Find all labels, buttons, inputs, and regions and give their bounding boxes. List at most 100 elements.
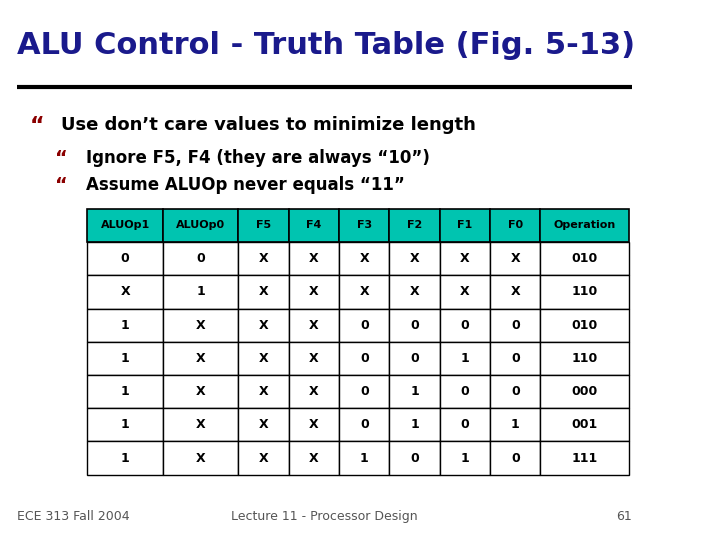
Bar	[289, 275, 339, 308]
Text: 111: 111	[572, 451, 598, 464]
Bar	[541, 442, 629, 475]
Bar	[238, 308, 289, 342]
Text: 0: 0	[410, 451, 419, 464]
Bar	[541, 308, 629, 342]
Bar	[440, 342, 490, 375]
Text: X: X	[196, 451, 205, 464]
Text: Lecture 11 - Processor Design: Lecture 11 - Processor Design	[231, 510, 418, 523]
Bar	[390, 275, 440, 308]
Text: 0: 0	[360, 385, 369, 398]
Bar	[390, 375, 440, 408]
Bar	[490, 275, 541, 308]
Text: 110: 110	[572, 352, 598, 365]
Text: 1: 1	[121, 319, 130, 332]
Text: 1: 1	[511, 418, 520, 431]
Bar	[390, 408, 440, 442]
Bar	[490, 242, 541, 275]
Text: X: X	[196, 385, 205, 398]
Bar	[339, 442, 390, 475]
Text: X: X	[460, 252, 469, 265]
Text: X: X	[309, 385, 319, 398]
Text: F2: F2	[407, 220, 422, 231]
Text: Ignore F5, F4 (they are always “10”): Ignore F5, F4 (they are always “10”)	[86, 149, 430, 167]
Text: X: X	[359, 252, 369, 265]
Bar	[440, 209, 490, 242]
Bar	[289, 442, 339, 475]
Bar	[440, 442, 490, 475]
Text: X: X	[258, 418, 269, 431]
Text: 1: 1	[410, 418, 419, 431]
Bar	[440, 375, 490, 408]
Text: X: X	[460, 286, 469, 299]
Text: X: X	[309, 418, 319, 431]
Text: X: X	[258, 286, 269, 299]
Text: X: X	[196, 418, 205, 431]
Bar	[87, 342, 163, 375]
Bar	[87, 242, 163, 275]
Text: X: X	[410, 286, 420, 299]
Bar	[238, 275, 289, 308]
Text: 0: 0	[360, 352, 369, 365]
Text: X: X	[258, 252, 269, 265]
Bar	[87, 442, 163, 475]
Text: 0: 0	[461, 385, 469, 398]
Text: F3: F3	[356, 220, 372, 231]
Text: X: X	[309, 451, 319, 464]
Text: X: X	[258, 319, 269, 332]
Text: 0: 0	[511, 319, 520, 332]
Bar	[163, 342, 238, 375]
Bar	[440, 308, 490, 342]
Bar	[87, 308, 163, 342]
Text: 0: 0	[121, 252, 130, 265]
Text: X: X	[258, 451, 269, 464]
Text: X: X	[309, 352, 319, 365]
Bar	[289, 308, 339, 342]
Bar	[339, 209, 390, 242]
Bar	[390, 342, 440, 375]
Text: X: X	[309, 319, 319, 332]
Bar	[163, 308, 238, 342]
Bar	[390, 442, 440, 475]
Text: 0: 0	[511, 352, 520, 365]
Bar	[163, 375, 238, 408]
Text: 0: 0	[197, 252, 205, 265]
Text: 1: 1	[121, 451, 130, 464]
Bar	[541, 242, 629, 275]
Text: “: “	[30, 116, 45, 136]
Bar	[163, 275, 238, 308]
Bar	[289, 209, 339, 242]
Bar	[87, 209, 163, 242]
Bar	[339, 375, 390, 408]
Bar	[541, 342, 629, 375]
Text: X: X	[309, 252, 319, 265]
Bar	[289, 375, 339, 408]
Text: 1: 1	[360, 451, 369, 464]
Bar	[490, 209, 541, 242]
Text: 1: 1	[121, 418, 130, 431]
Bar	[490, 342, 541, 375]
Bar	[87, 408, 163, 442]
Text: X: X	[196, 352, 205, 365]
Text: 0: 0	[360, 418, 369, 431]
Bar	[390, 242, 440, 275]
Text: ALUOp1: ALUOp1	[101, 220, 150, 231]
Bar	[238, 342, 289, 375]
Text: 1: 1	[461, 352, 469, 365]
Bar	[541, 275, 629, 308]
Bar	[390, 209, 440, 242]
Text: F0: F0	[508, 220, 523, 231]
Text: 0: 0	[410, 352, 419, 365]
Bar	[289, 408, 339, 442]
Text: 1: 1	[461, 451, 469, 464]
Text: ECE 313 Fall 2004: ECE 313 Fall 2004	[17, 510, 130, 523]
Text: X: X	[510, 252, 520, 265]
Bar	[238, 209, 289, 242]
Text: 61: 61	[616, 510, 631, 523]
Bar	[390, 308, 440, 342]
Text: X: X	[258, 385, 269, 398]
Text: 1: 1	[410, 385, 419, 398]
Text: ALU Control - Truth Table (Fig. 5-13): ALU Control - Truth Table (Fig. 5-13)	[17, 31, 635, 60]
Text: “: “	[55, 149, 68, 168]
Text: 000: 000	[572, 385, 598, 398]
Bar	[238, 242, 289, 275]
